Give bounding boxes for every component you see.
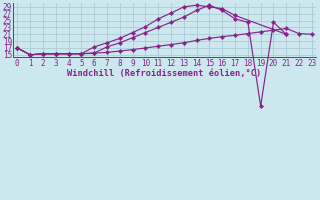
X-axis label: Windchill (Refroidissement éolien,°C): Windchill (Refroidissement éolien,°C) (68, 69, 262, 78)
